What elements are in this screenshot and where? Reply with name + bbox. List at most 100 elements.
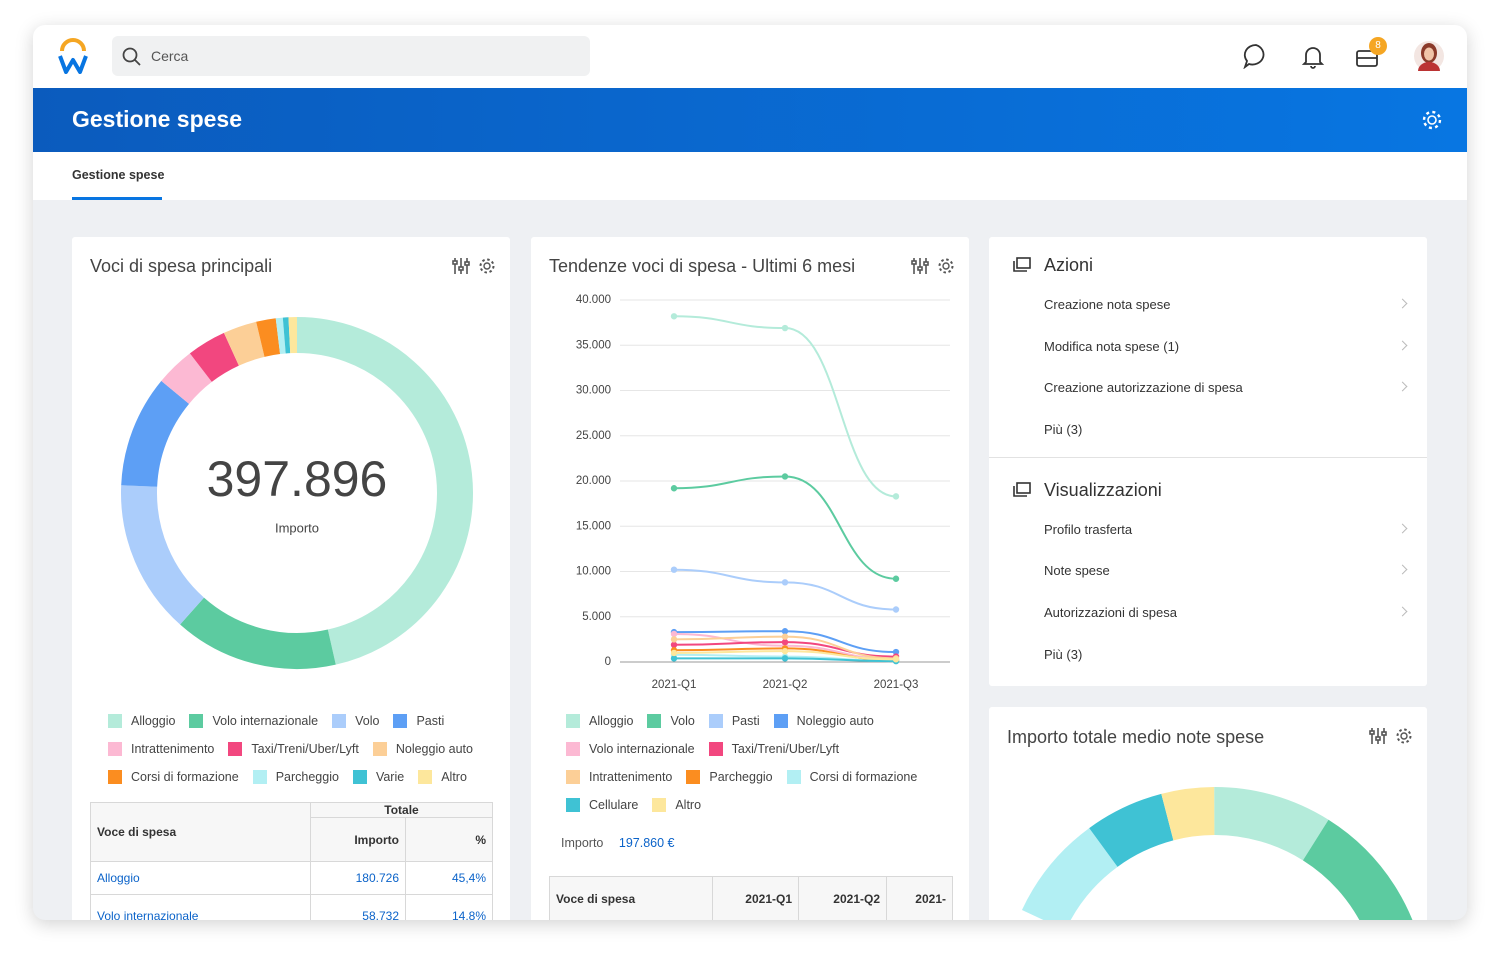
card-tools[interactable]	[911, 256, 959, 276]
legend-item: Cellulare	[566, 798, 638, 812]
action-link[interactable]: Più (3)	[1044, 422, 1083, 437]
legend-swatch	[708, 742, 723, 756]
data-point	[781, 324, 789, 332]
legend-row: Intrattenimento Parcheggio Corsi di formaz…	[566, 770, 931, 784]
legend-item: Varie	[352, 770, 404, 784]
donut-segment	[121, 380, 190, 488]
view-link[interactable]: Profilo trasferta	[1044, 522, 1133, 537]
data-point	[781, 655, 789, 662]
view-link[interactable]: Autorizzazioni di spesa	[1044, 605, 1177, 620]
legend-row: Cellulare Altro	[566, 798, 715, 812]
summary-label: Importo	[561, 836, 604, 850]
card-tools[interactable]	[452, 256, 500, 276]
legend-label: Intrattenimento	[131, 742, 215, 756]
data-point	[781, 647, 789, 655]
legend-swatch	[566, 714, 580, 728]
data-point	[670, 649, 678, 657]
search-icon	[122, 47, 141, 66]
data-point	[781, 638, 789, 646]
data-point	[892, 606, 900, 613]
tab[interactable]: Gestione spese	[72, 168, 165, 182]
cell[interactable]: Volo internazionale	[90, 894, 311, 920]
data-point	[892, 575, 900, 582]
legend-item: Parcheggio	[252, 770, 339, 784]
card-average: Importo totale medio note spese	[989, 707, 1427, 920]
donut-segment	[256, 318, 281, 357]
search-box[interactable]: Cerca	[112, 36, 590, 76]
legend-item: Intrattenimento	[108, 742, 214, 756]
th: %	[405, 817, 493, 862]
donut-segment	[161, 353, 213, 405]
trend-table: Voce di spesa 2021-Q1 2021-Q2 2021-	[549, 876, 953, 920]
legend-label: Corsi di formazione	[131, 770, 239, 784]
card-title: Importo totale medio note spese	[1007, 727, 1265, 747]
donut-segment	[1213, 787, 1329, 861]
cell[interactable]: Alloggio	[90, 861, 311, 895]
legend-item: Volo internazionale	[189, 714, 318, 728]
summary: Importo 197.860 €	[561, 836, 674, 850]
legend-swatch	[372, 742, 387, 756]
data-point	[670, 655, 678, 662]
chevron	[1397, 340, 1408, 351]
legend-label: Noleggio auto	[395, 742, 473, 756]
donut-chart: 397.896 Importo	[121, 317, 473, 669]
data-point	[670, 485, 678, 492]
bell-icon[interactable]	[1301, 44, 1325, 70]
donut-segment	[275, 317, 286, 355]
legend-row: Intrattenimento Taxi/Treni/Uber/Lyft Noleg…	[108, 742, 487, 756]
legend-swatch	[108, 742, 122, 756]
view-link[interactable]: Più (3)	[1044, 647, 1083, 662]
chevron	[1397, 564, 1408, 575]
legend-label: Parcheggio	[709, 770, 773, 784]
legend-item: Taxi/Treni/Uber/Lyft	[708, 742, 839, 756]
donut-segment	[1021, 828, 1119, 920]
legend-swatch	[773, 714, 788, 728]
legend-label: Altro	[441, 770, 467, 784]
section-title: Azioni	[1044, 255, 1094, 275]
series-line	[673, 568, 897, 611]
action-link[interactable]: Creazione nota spese	[1044, 297, 1171, 312]
legend-label: Pasti	[416, 714, 445, 728]
donut-segment	[1161, 787, 1215, 841]
logo	[58, 38, 88, 74]
inbox-badge: 8	[1369, 37, 1387, 55]
section-icon	[1013, 257, 1031, 272]
legend-label: Intrattenimento	[589, 770, 673, 784]
donut-segment	[296, 317, 473, 665]
chevron	[1397, 298, 1408, 309]
y-tick-label: 35.000	[576, 339, 611, 351]
action-link[interactable]: Creazione autorizzazione di spesa	[1044, 380, 1243, 395]
legend-label: Volo	[670, 714, 695, 728]
chat-icon[interactable]	[1243, 43, 1269, 69]
th: 2021-Q1	[712, 876, 799, 920]
cell: 45,4%	[405, 861, 493, 895]
donut-segment	[1089, 793, 1174, 868]
y-tick-label: 40.000	[576, 294, 611, 306]
data-point	[781, 628, 789, 635]
data-point	[781, 579, 789, 586]
th: 2021-	[886, 876, 953, 920]
legend-item: Altro	[652, 798, 701, 812]
settings-icon[interactable]	[1421, 109, 1443, 131]
action-link[interactable]: Modifica nota spese (1)	[1044, 339, 1180, 354]
card-top-expenses: Voci di spesa principali 397.896 Importo…	[72, 237, 510, 920]
legend-swatch	[352, 770, 367, 784]
legend-label: Noleggio auto	[796, 714, 874, 728]
th: 2021-Q2	[798, 876, 887, 920]
legend-swatch	[566, 742, 580, 756]
view-link[interactable]: Note spese	[1044, 563, 1110, 578]
legend-item: Intrattenimento	[566, 770, 672, 784]
card-title: Tendenze voci di spesa - Ultimi 6 mesi	[549, 256, 856, 276]
summary-value[interactable]: 197.860 €	[618, 836, 675, 850]
banner: Gestione spese	[33, 88, 1467, 152]
section-title: Visualizzazioni	[1044, 480, 1162, 500]
avatar[interactable]	[1413, 39, 1445, 73]
legend-item: Pasti	[393, 714, 444, 728]
legend-item: Pasti	[708, 714, 760, 728]
tab-underline	[72, 197, 162, 200]
donut-total: 397.896	[207, 451, 388, 507]
inbox-icon[interactable]	[1355, 45, 1381, 69]
card-tools[interactable]	[1369, 726, 1417, 746]
series-line	[673, 475, 897, 580]
legend-swatch	[708, 714, 723, 728]
